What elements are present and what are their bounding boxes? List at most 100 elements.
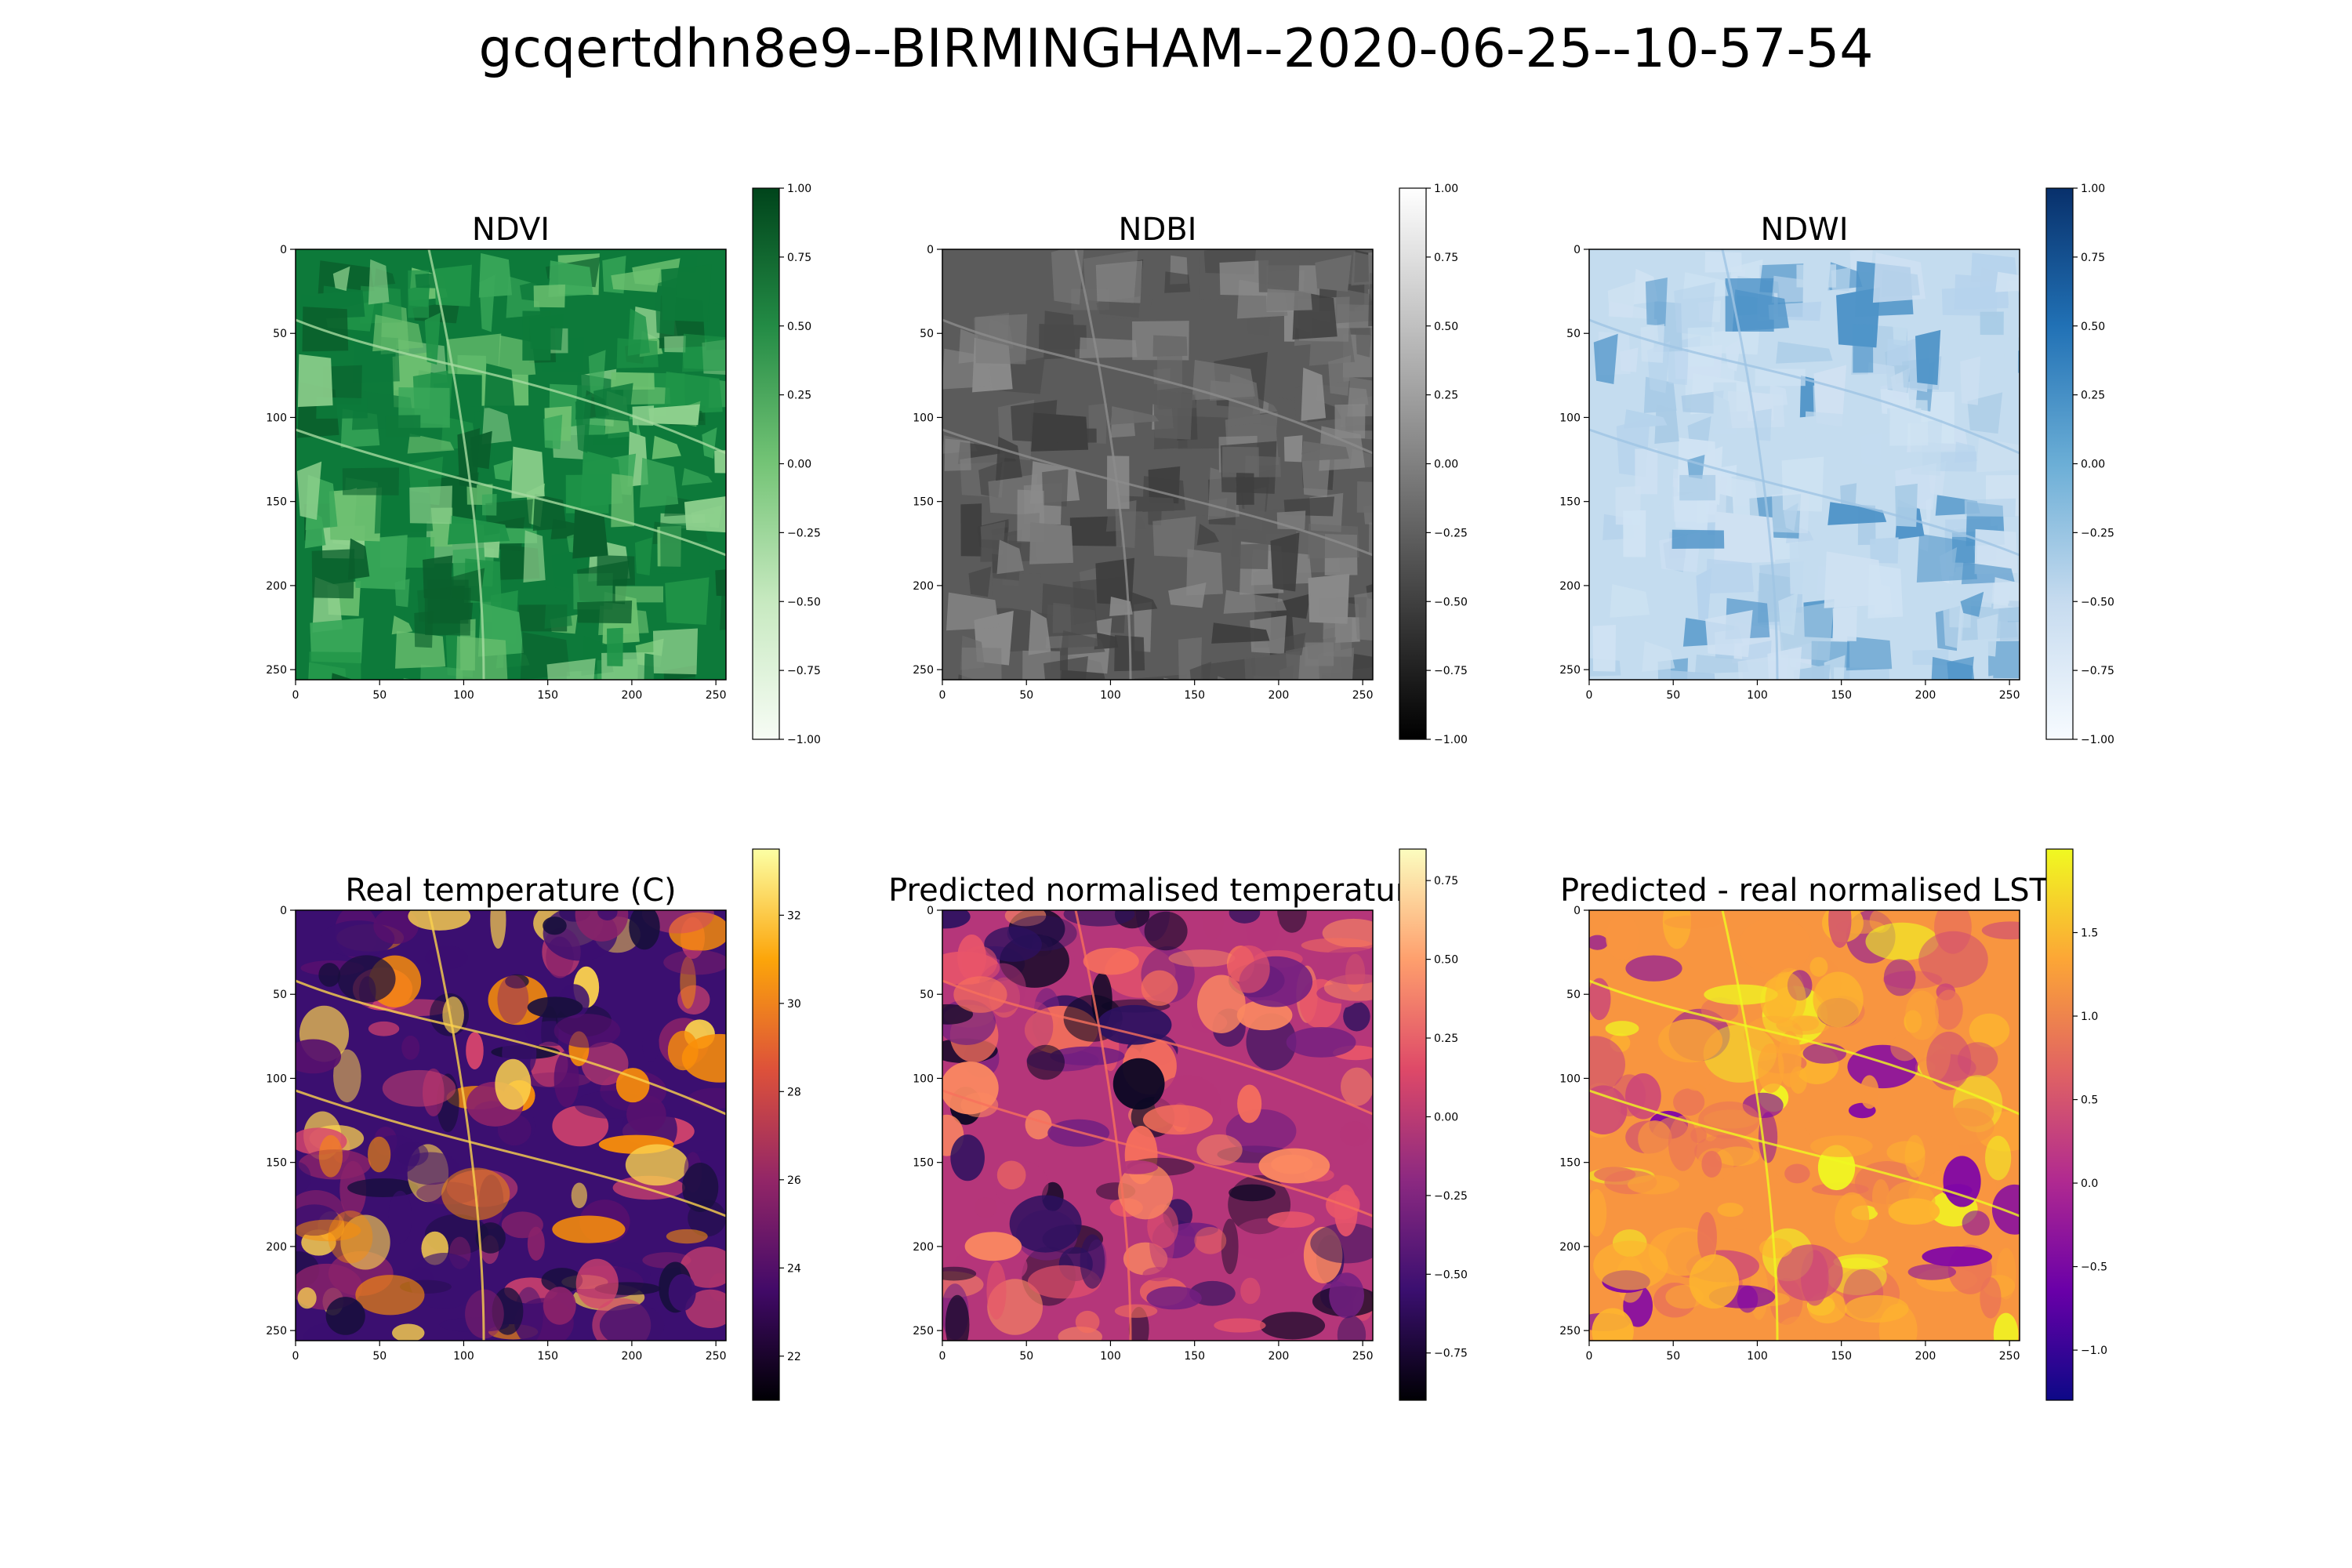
heatmap-cell bbox=[318, 963, 341, 987]
heatmap-cell bbox=[1328, 355, 1352, 396]
colorbar-tick-label: −0.25 bbox=[1434, 1190, 1468, 1203]
heatmap-cell bbox=[1134, 674, 1187, 680]
heatmap-cell bbox=[1083, 947, 1139, 975]
y-tick-label: 0 bbox=[927, 905, 934, 917]
heatmap-cell bbox=[1758, 1121, 1814, 1177]
colorbar bbox=[1399, 848, 1427, 1401]
heatmap-cell bbox=[1229, 910, 1261, 924]
x-tick-label: 150 bbox=[1831, 1350, 1852, 1363]
heatmap-cell bbox=[622, 386, 671, 405]
heatmap-cell bbox=[1217, 676, 1229, 680]
heatmap-cell bbox=[1755, 368, 1806, 387]
heatmap-cell bbox=[571, 1182, 587, 1209]
heatmap-cell bbox=[611, 474, 635, 528]
heatmap-cell bbox=[1619, 347, 1639, 372]
heatmap-cell bbox=[1664, 915, 1721, 929]
heatmap-cell bbox=[481, 494, 497, 516]
heatmap-cell bbox=[1964, 498, 2016, 517]
heatmap-cell bbox=[1960, 591, 1984, 617]
heatmap-cell bbox=[495, 1058, 532, 1110]
heatmap-cell bbox=[1784, 1163, 1810, 1184]
heatmap-cell bbox=[1971, 675, 1994, 680]
heatmap-cell bbox=[1889, 399, 1929, 446]
x-tick-label: 200 bbox=[1269, 1350, 1290, 1363]
heatmap-cell bbox=[1783, 503, 1798, 532]
heatmap-cell bbox=[1974, 528, 2018, 575]
colorbar-tick-label: −1.00 bbox=[1434, 734, 1468, 746]
heatmap-cell bbox=[543, 1287, 576, 1325]
heatmap-cell bbox=[1260, 1312, 1326, 1340]
heatmap-cell bbox=[1844, 1294, 1909, 1323]
heatmap-cell bbox=[664, 336, 686, 353]
panel-2: NDBI 0 50 100 150 200 250 0 50 100 150 200 250 1.00 0.… bbox=[913, 183, 1468, 746]
heatmap-cell bbox=[1981, 921, 2020, 940]
heatmap-cell bbox=[639, 457, 679, 508]
figure-title: gcqertdhn8e9--BIRMINGHAM--2020-06-25--10… bbox=[478, 18, 1873, 80]
heatmap-cell bbox=[1717, 1203, 1744, 1218]
heatmap-cell bbox=[1042, 469, 1069, 507]
heatmap-cell bbox=[1142, 1267, 1174, 1282]
heatmap-cell bbox=[1976, 613, 1998, 657]
heatmap-cell bbox=[1671, 529, 1725, 549]
heatmap-cell bbox=[1674, 281, 1715, 336]
heatmap-cell bbox=[551, 548, 579, 589]
heatmap-line-feature bbox=[427, 249, 485, 680]
heatmap-cell bbox=[684, 495, 726, 533]
heatmap-cell bbox=[1659, 670, 1715, 680]
heatmap-cell bbox=[1644, 503, 1671, 521]
heatmap-cell bbox=[408, 910, 471, 931]
heatmap-cell bbox=[597, 555, 636, 586]
heatmap-line-feature bbox=[1589, 318, 2020, 455]
y-tick-label: 100 bbox=[913, 412, 934, 424]
y-tick-label: 200 bbox=[1559, 1241, 1581, 1254]
x-tick-label: 0 bbox=[939, 689, 946, 702]
heatmap-cell bbox=[1144, 911, 1188, 951]
heatmap-cell bbox=[599, 1303, 665, 1341]
heatmap-cell bbox=[1202, 910, 1225, 940]
heatmap-cell bbox=[1883, 959, 1916, 996]
heatmap-cell bbox=[992, 572, 1041, 608]
colorbar-tick-label: 0.75 bbox=[2081, 252, 2105, 264]
heatmap-cell bbox=[1171, 1222, 1218, 1237]
heatmap-cell bbox=[1592, 1308, 1634, 1341]
heatmap-cell bbox=[475, 1222, 506, 1254]
heatmap-cell bbox=[367, 1136, 391, 1173]
heatmap-cell bbox=[1915, 329, 1941, 386]
heatmap-cell bbox=[368, 259, 390, 305]
heatmap-cell bbox=[1654, 404, 1679, 445]
heatmap-cell bbox=[1308, 573, 1350, 624]
y-tick-label: 150 bbox=[913, 496, 934, 509]
heatmap-cell bbox=[1853, 324, 1874, 373]
heatmap-cell bbox=[479, 274, 495, 332]
heatmap-cell bbox=[1776, 341, 1833, 364]
heatmap-cell bbox=[1592, 625, 1617, 672]
heatmap-cell bbox=[1247, 313, 1272, 336]
heatmap-cell bbox=[961, 647, 1002, 680]
x-tick-label: 100 bbox=[1747, 689, 1768, 702]
heatmap-cell bbox=[1114, 1304, 1158, 1318]
heatmap-cell bbox=[946, 592, 1000, 631]
colorbar-tick-label: 0.25 bbox=[1434, 1033, 1458, 1045]
heatmap-cell bbox=[424, 312, 441, 365]
colorbar bbox=[2045, 848, 2074, 1401]
colorbar-tick-label: −1.00 bbox=[787, 734, 821, 746]
heatmap-cell bbox=[1164, 271, 1191, 293]
heatmap-cell bbox=[466, 1032, 484, 1069]
heatmap-cell bbox=[1918, 931, 1988, 988]
colorbar-tick-label: −0.75 bbox=[1434, 665, 1468, 677]
heatmap-line-feature bbox=[942, 979, 1373, 1116]
heatmap-cell bbox=[328, 487, 383, 542]
heatmap-cell bbox=[296, 1161, 311, 1193]
heatmap-cell bbox=[368, 1021, 400, 1036]
heatmap-cell bbox=[407, 434, 455, 454]
heatmap-cell bbox=[1142, 1105, 1214, 1135]
heatmap-cell bbox=[395, 1142, 429, 1167]
heatmap-cell bbox=[950, 1134, 985, 1181]
heatmap-cell bbox=[1075, 1310, 1100, 1334]
heatmap-cell bbox=[1112, 1058, 1165, 1110]
heatmap-cell bbox=[533, 284, 565, 308]
heatmap-cell bbox=[1337, 1316, 1367, 1341]
heatmap-cell bbox=[680, 956, 696, 1009]
heatmap-cell bbox=[642, 1029, 660, 1062]
